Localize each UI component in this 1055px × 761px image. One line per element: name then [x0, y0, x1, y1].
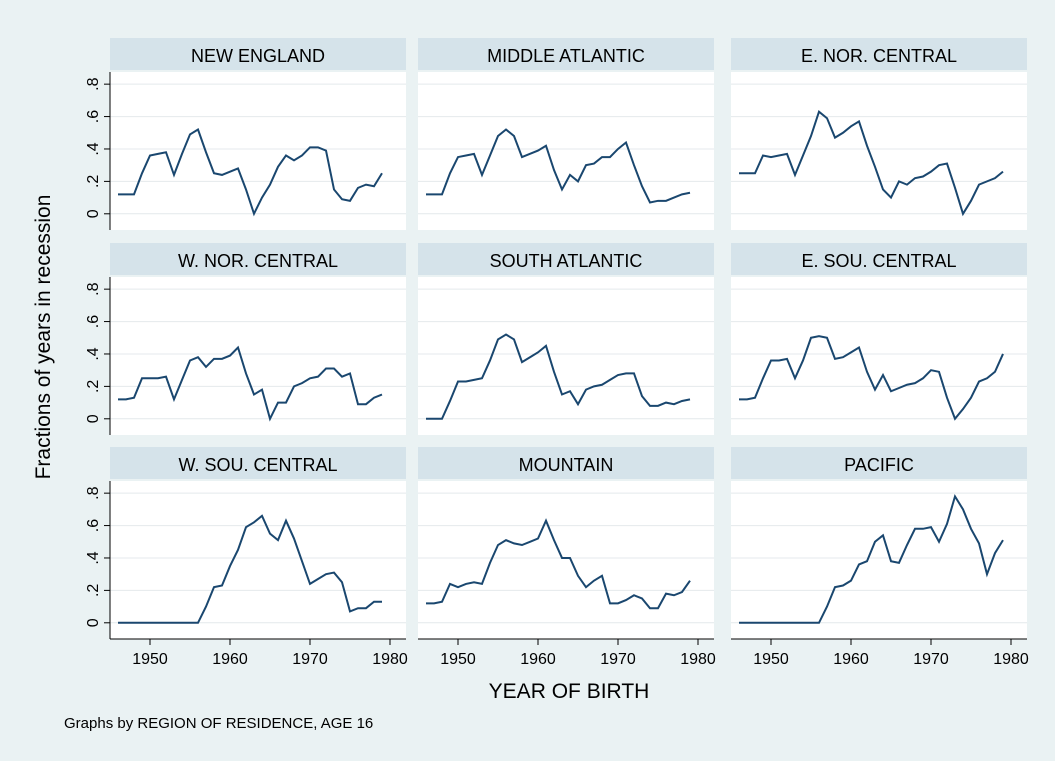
panel-header	[110, 38, 406, 70]
note: Graphs by REGION OF RESIDENCE, AGE 16	[64, 715, 373, 732]
plot-area	[731, 277, 1027, 435]
x-tick-label: 1950	[753, 651, 789, 668]
panel-header	[731, 38, 1027, 70]
x-tick-label: 1960	[520, 651, 556, 668]
panel-title: E. NOR. CENTRAL	[801, 46, 957, 66]
panel-title: E. SOU. CENTRAL	[801, 251, 956, 271]
y-tick-label: .8	[85, 77, 102, 90]
panel-title: MIDDLE ATLANTIC	[487, 46, 645, 66]
y-tick-label: .6	[85, 315, 102, 328]
plot-area	[731, 72, 1027, 230]
line	[118, 514, 382, 624]
x-axis-label: YEAR OF BIRTH	[489, 680, 650, 703]
y-tick-label: .6	[85, 110, 102, 123]
panel-header	[731, 243, 1027, 275]
x-tick-label: 1980	[993, 651, 1029, 668]
x-tick-label: 1970	[600, 651, 636, 668]
y-tick-label: .4	[85, 142, 102, 155]
y-tick-label: .2	[85, 175, 102, 188]
y-axis-label: Fractions of years in recession	[32, 195, 55, 480]
y-tick-label: .4	[85, 347, 102, 360]
y-tick-label: 0	[85, 209, 102, 218]
panel-title: W. SOU. CENTRAL	[178, 455, 337, 475]
y-tick-label: .2	[85, 380, 102, 393]
y-tick-label: .8	[85, 282, 102, 295]
line	[118, 128, 383, 217]
x-tick-label: 1950	[440, 651, 476, 668]
line	[739, 335, 1004, 421]
panel-title: SOUTH ATLANTIC	[490, 251, 643, 271]
x-tick-label: 1960	[833, 651, 869, 668]
plot-area	[110, 481, 406, 639]
panel-header	[418, 243, 714, 275]
panel-title: W. NOR. CENTRAL	[178, 251, 338, 271]
panel-header	[110, 447, 406, 479]
line	[426, 518, 691, 610]
plot-area	[418, 277, 714, 435]
plot-area	[731, 481, 1027, 639]
x-tick-label: 1980	[372, 651, 408, 668]
line	[739, 110, 1004, 217]
plot-area	[418, 481, 714, 639]
y-tick-label: 0	[85, 414, 102, 423]
panel-title: PACIFIC	[844, 455, 914, 475]
panel-header	[418, 447, 714, 479]
x-tick-label: 1960	[212, 651, 248, 668]
panel-header	[418, 38, 714, 70]
panel-title: NEW ENGLAND	[191, 46, 325, 66]
y-tick-label: 0	[85, 618, 102, 627]
y-tick-label: .4	[85, 551, 102, 564]
y-tick-label: .8	[85, 486, 102, 499]
line	[426, 128, 691, 204]
line	[118, 345, 383, 422]
x-tick-label: 1970	[913, 651, 949, 668]
y-tick-label: .2	[85, 584, 102, 597]
x-tick-label: 1980	[680, 651, 716, 668]
line	[739, 493, 1004, 624]
panel-header	[731, 447, 1027, 479]
plot-area	[418, 72, 714, 230]
line	[426, 333, 691, 420]
x-tick-label: 1950	[132, 651, 168, 668]
panel-header	[110, 243, 406, 275]
y-tick-label: .6	[85, 519, 102, 532]
plot-area	[110, 277, 406, 435]
x-tick-label: 1970	[292, 651, 328, 668]
panel-title: MOUNTAIN	[519, 455, 614, 475]
